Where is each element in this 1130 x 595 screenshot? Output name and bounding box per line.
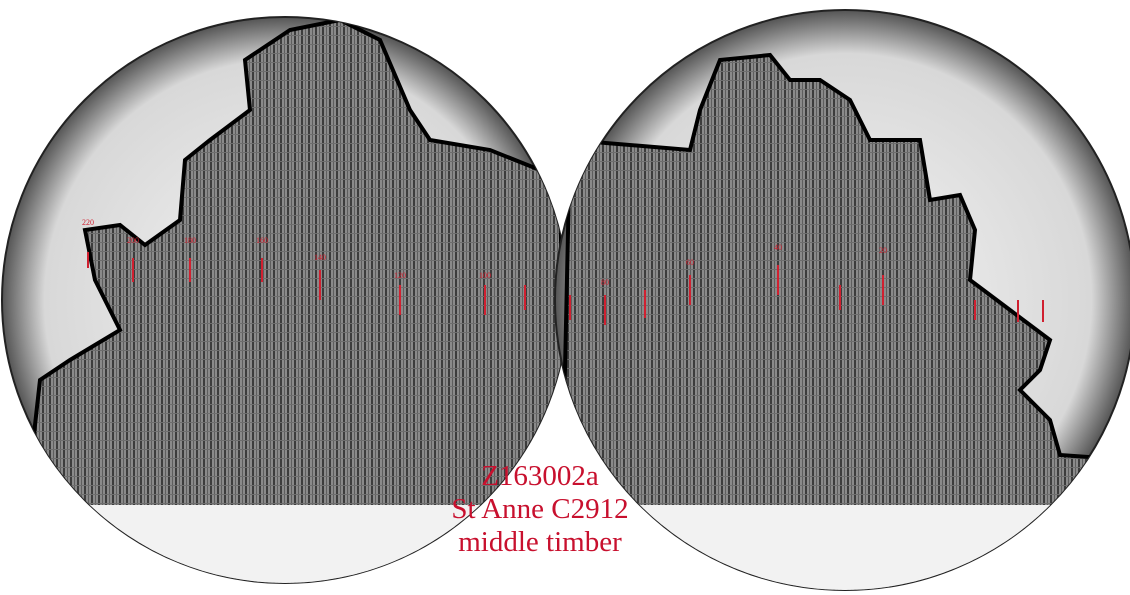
ring-label: 100 — [479, 271, 491, 280]
ring-label: 20 — [879, 246, 887, 255]
ring-label: 140 — [314, 253, 326, 262]
caption-line: Z163002a — [481, 460, 599, 492]
ring-label: 200 — [127, 236, 139, 245]
caption-line: middle timber — [458, 526, 622, 558]
ring-labels: 220 200 180 160 140 120 100 80 60 40 20 — [82, 218, 887, 287]
ring-label: 160 — [256, 236, 268, 245]
caption-line: St Anne C2912 — [451, 493, 628, 525]
ring-markers — [87, 252, 1044, 325]
ring-label: 180 — [184, 236, 196, 245]
ring-label: 220 — [82, 218, 94, 227]
ring-label: 80 — [601, 278, 609, 287]
ring-label: 60 — [686, 258, 694, 267]
ring-label: 40 — [774, 243, 782, 252]
ring-label: 120 — [394, 271, 406, 280]
